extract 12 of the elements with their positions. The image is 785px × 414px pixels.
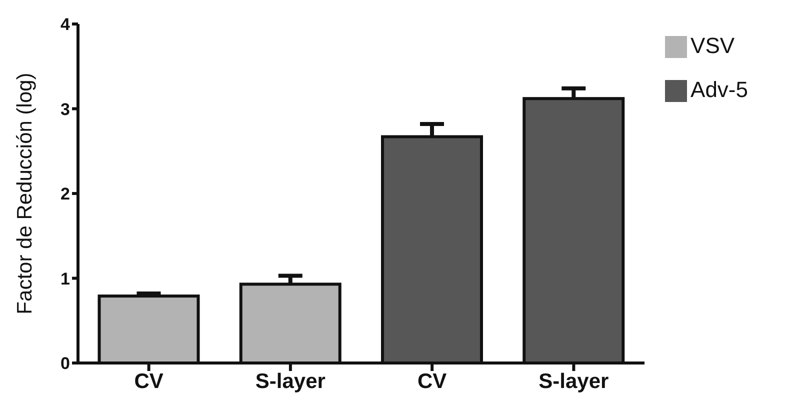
- x-tick-label: CV: [417, 370, 447, 393]
- x-tick-label: S-layer: [538, 370, 609, 393]
- legend-label: VSV: [690, 33, 735, 58]
- y-tick-label: 4: [60, 15, 71, 34]
- y-tick-label: 3: [60, 100, 70, 119]
- x-tick-label: S-layer: [255, 370, 326, 393]
- y-axis-title: Factor de Reducción (log): [13, 72, 36, 314]
- y-tick-label: 0: [60, 354, 70, 374]
- x-tick-label: CV: [134, 370, 164, 393]
- y-tick-label: 2: [60, 184, 70, 204]
- legend-label: Adv-5: [690, 77, 748, 102]
- y-tick-label: 1: [60, 269, 70, 288]
